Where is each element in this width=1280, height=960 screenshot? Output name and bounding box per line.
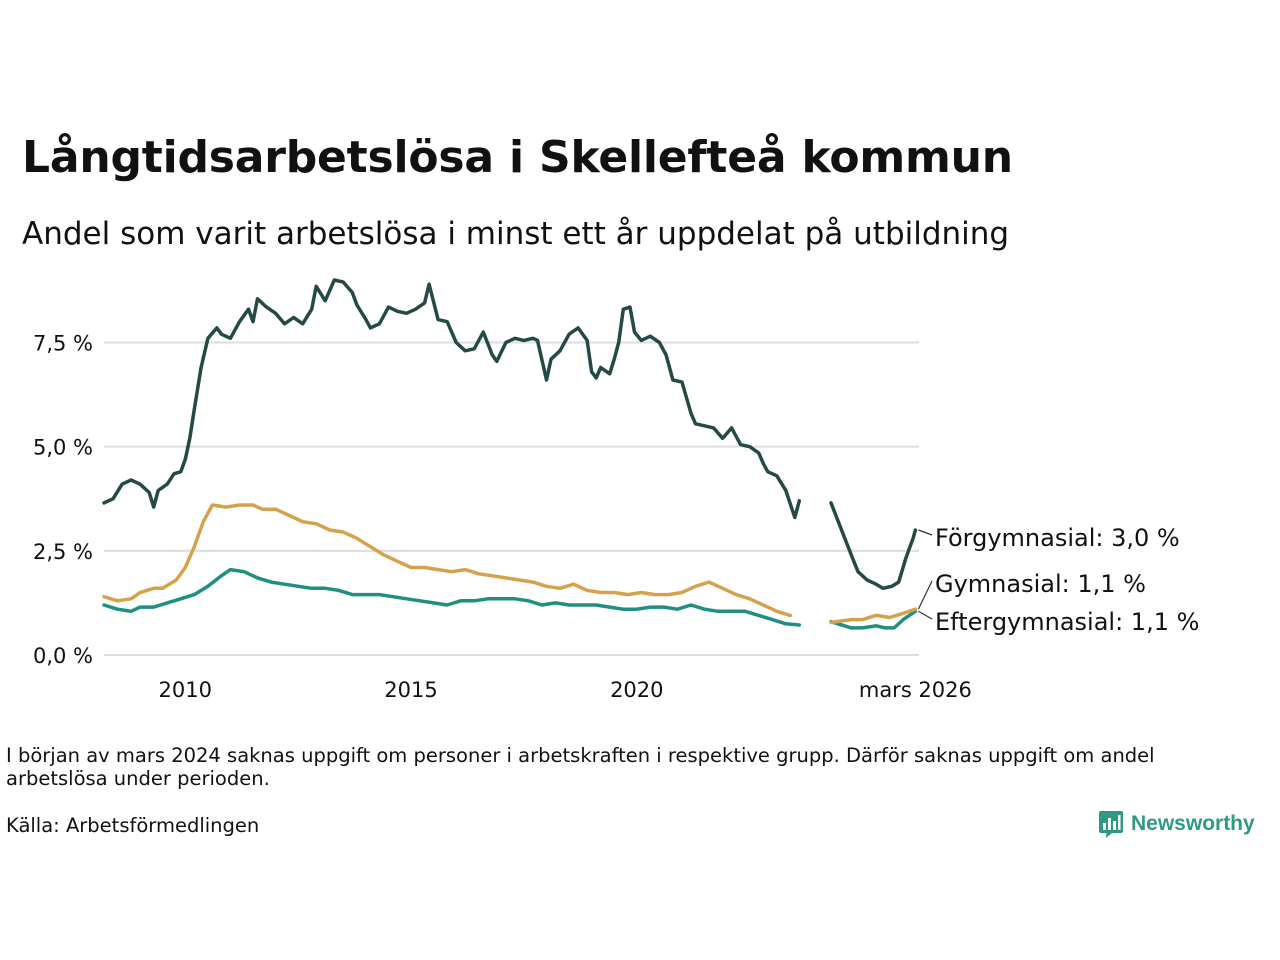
brand-logo[interactable]: Newsworthy (1098, 808, 1255, 840)
series-label-förgymnasial: Förgymnasial: 3,0 % (935, 524, 1180, 552)
series-line-gymnasial-2 (829, 607, 918, 625)
line-chart: 0,0 % 2,5 % 5,0 % 7,5 % 2010 2015 2020 mars 20… (33, 278, 1199, 702)
series-labels: Förgymnasial: 3,0 % Gymnasial: 1,1 % Efter… (917, 524, 1199, 636)
source-line: Källa: Arbetsförmedlingen (6, 814, 260, 837)
leader-line-förgymnasial (918, 529, 933, 536)
series-line-eftergymnasial-1 (102, 567, 802, 627)
leader-line-eftergymnasial (918, 610, 933, 620)
x-tick-label: 2010 (159, 678, 212, 702)
y-tick-label: 2,5 % (33, 540, 93, 564)
series-line-gymnasial-1 (102, 503, 793, 618)
brand-name: Newsworthy (1131, 812, 1255, 835)
y-tick-label: 7,5 % (33, 332, 93, 356)
gridlines (104, 341, 919, 656)
chart-title: Långtidsarbetslösa i Skellefteå kommun (22, 132, 1013, 183)
series-lines (102, 278, 918, 630)
series-line-eftergymnasial-2 (829, 609, 918, 630)
x-axis-ticks: 2010 2015 2020 mars 2026 (159, 678, 972, 702)
newsworthy-logo-icon (1099, 811, 1123, 838)
y-tick-label: 0,0 % (33, 644, 93, 668)
x-tick-label: 2020 (610, 678, 663, 702)
series-line-förgymnasial-2 (829, 501, 918, 591)
chart-subtitle: Andel som varit arbetslösa i minst ett å… (22, 216, 1010, 252)
y-axis-ticks: 0,0 % 2,5 % 5,0 % 7,5 % (33, 332, 93, 669)
series-label-eftergymnasial: Eftergymnasial: 1,1 % (935, 608, 1199, 636)
series-line-förgymnasial-1 (102, 278, 802, 520)
x-tick-label: mars 2026 (859, 678, 972, 702)
series-label-gymnasial: Gymnasial: 1,1 % (935, 570, 1146, 598)
leader-line-gymnasial (917, 580, 933, 610)
x-tick-label: 2015 (384, 678, 437, 702)
y-tick-label: 5,0 % (33, 436, 93, 460)
footnote: I början av mars 2024 saknas uppgift om … (6, 744, 1155, 790)
